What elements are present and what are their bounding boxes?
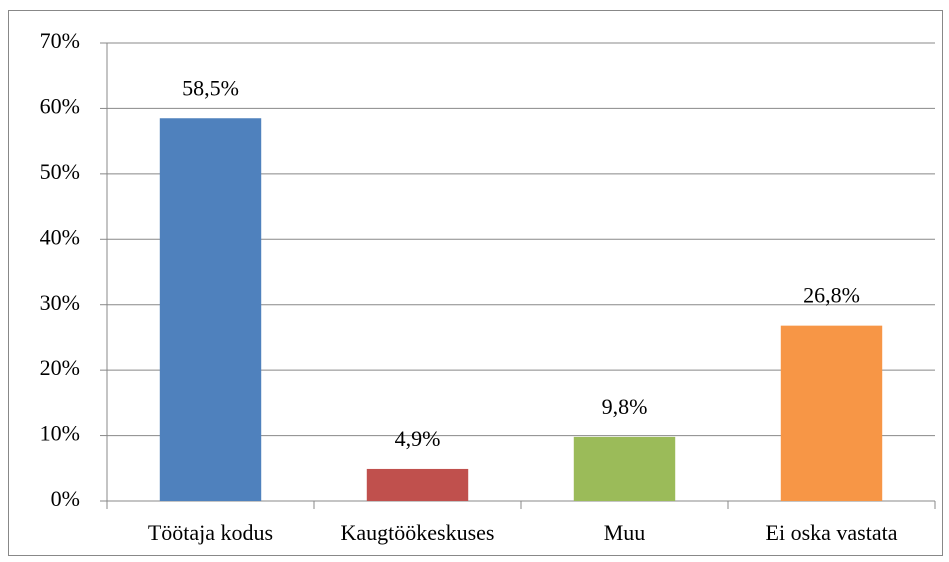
x-tick-label: Muu: [604, 520, 646, 545]
y-tick-label: 70%: [40, 28, 80, 53]
data-label: 4,9%: [395, 426, 441, 451]
y-tick-label: 10%: [40, 421, 80, 446]
y-tick-label: 20%: [40, 355, 80, 380]
bar: [159, 118, 262, 501]
data-label: 26,8%: [803, 283, 860, 308]
x-tick-label: Ei oska vastata: [766, 520, 898, 545]
bar: [366, 468, 469, 501]
y-tick-label: 60%: [40, 93, 80, 118]
data-label: 9,8%: [602, 394, 648, 419]
x-tick-label: Töötaja kodus: [148, 520, 273, 545]
bar: [780, 325, 883, 501]
y-tick-label: 50%: [40, 159, 80, 184]
y-tick-label: 40%: [40, 224, 80, 249]
data-label: 58,5%: [182, 75, 239, 100]
chart-frame: [8, 10, 943, 556]
y-tick-label: 0%: [51, 486, 80, 511]
y-tick-label: 30%: [40, 290, 80, 315]
x-tick-label: Kaugtöökeskuses: [341, 520, 495, 545]
bar: [573, 436, 676, 501]
